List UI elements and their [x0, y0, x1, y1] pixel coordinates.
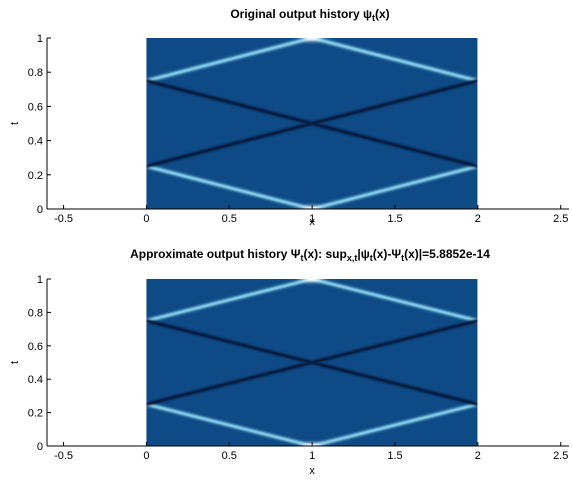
top-plot-y-tick-label: 1: [37, 33, 43, 45]
bottom-plot-x-tick-label: -0.5: [54, 450, 73, 462]
top-plot-y-tick-label: 0.6: [28, 101, 43, 113]
bottom-plot-y-tick-label: 0.2: [28, 408, 43, 420]
top-plot-y-axis-label: t: [9, 122, 21, 125]
bottom-plot-x-tick-label: 2.5: [553, 450, 568, 462]
top-plot-x-tick-label: 2: [475, 213, 481, 225]
top-plot-x-tick-label: 0: [143, 213, 149, 225]
bottom-plot-y-tick-label: 0.8: [28, 307, 43, 319]
top-plot-heatmap-image: [146, 38, 478, 209]
top-plot-x-tick-label: 1.5: [387, 213, 402, 225]
top-plot-x-tick-label: 2.5: [553, 213, 568, 225]
bottom-plot-x-tick-label: 0.5: [222, 450, 237, 462]
bottom-plot-x-tick-label: 0: [143, 450, 149, 462]
bottom-plot-x-tick-label: 2: [475, 450, 481, 462]
bottom-plot-heatmap: [146, 279, 478, 446]
top-plot-panel: Original output history ψt​(x) -0.5 0 0.5 1…: [9, 7, 569, 228]
bottom-plot-y-tick-label: 0: [37, 441, 43, 453]
bottom-plot-x-tick-label: 1.5: [387, 450, 402, 462]
bottom-plot-y-axis-label: t: [9, 361, 21, 364]
bottom-plot-x-axis-label: x: [309, 465, 315, 477]
bottom-plot-title: Approximate output history Ψt​(x): supx,…: [130, 247, 490, 263]
bottom-plot-heatmap-image: [146, 279, 478, 446]
top-plot-x-axis-label: x: [309, 216, 315, 228]
top-plot-title: Original output history ψt​(x): [230, 7, 389, 23]
top-plot-y-tick-label: 0.2: [28, 170, 43, 182]
top-plot-x-tick-label: 1: [309, 213, 315, 225]
bottom-plot-x-tick-label: 1: [309, 450, 315, 462]
bottom-plot-panel: Approximate output history Ψt​(x): supx,…: [9, 247, 569, 477]
top-plot-y-tick-label: 0: [37, 204, 43, 216]
top-plot-y-tick-label: 0.4: [28, 136, 43, 148]
bottom-plot-y-tick-label: 0.6: [28, 341, 43, 353]
top-plot-y-tick-label: 0.8: [28, 67, 43, 79]
bottom-plot-y-tick-label: 0.4: [28, 374, 43, 386]
top-plot-axes: -0.5 0 0.5 1 1.5 2 2.5 0 0.2 0.4 0.6 0.8 1: [28, 33, 569, 225]
bottom-plot-axes: -0.5 0 0.5 1 1.5 2 2.5 0 0.2 0.4 0.6 0.8 1: [28, 274, 569, 462]
bottom-plot-y-tick-label: 1: [37, 274, 43, 286]
top-plot-x-tick-label: -0.5: [54, 213, 73, 225]
top-plot-x-tick-label: 0.5: [222, 213, 237, 225]
top-plot-heatmap: [146, 38, 478, 209]
